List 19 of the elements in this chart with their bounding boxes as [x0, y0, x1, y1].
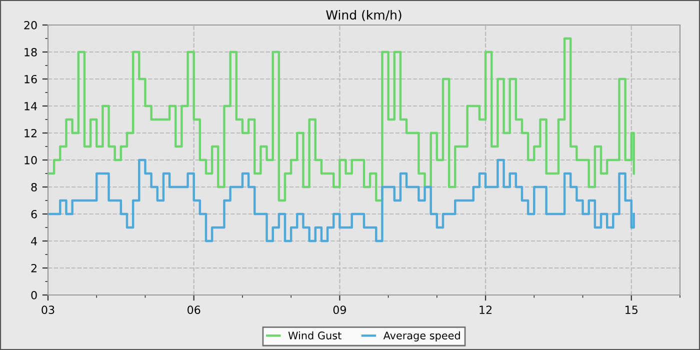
- y-tick-label: 18: [24, 48, 37, 56]
- x-tick-label: 15: [626, 306, 638, 314]
- y-tick-label: 2: [31, 264, 36, 272]
- y-tick-label: 8: [31, 182, 37, 192]
- x-tick-label: 12: [480, 306, 492, 314]
- y-tick-label: 12: [24, 128, 36, 138]
- y-tick-label: 4: [31, 237, 37, 246]
- y-tick-label: 16: [24, 74, 37, 84]
- y-tick-label: 0: [31, 290, 37, 300]
- x-tick-label: 09: [333, 306, 346, 314]
- y-tick-label: 14: [24, 102, 37, 110]
- legend-label: Wind Gust: [288, 331, 342, 340]
- chart-title: Wind (km/h): [326, 10, 402, 22]
- y-tick-label: 10: [24, 156, 37, 164]
- y-tick-label: 6: [31, 210, 37, 218]
- legend-label: Average speed: [383, 331, 460, 342]
- x-tick-label: 06: [188, 306, 200, 314]
- x-tick-label: 03: [42, 306, 54, 314]
- y-tick-label: 20: [24, 20, 37, 30]
